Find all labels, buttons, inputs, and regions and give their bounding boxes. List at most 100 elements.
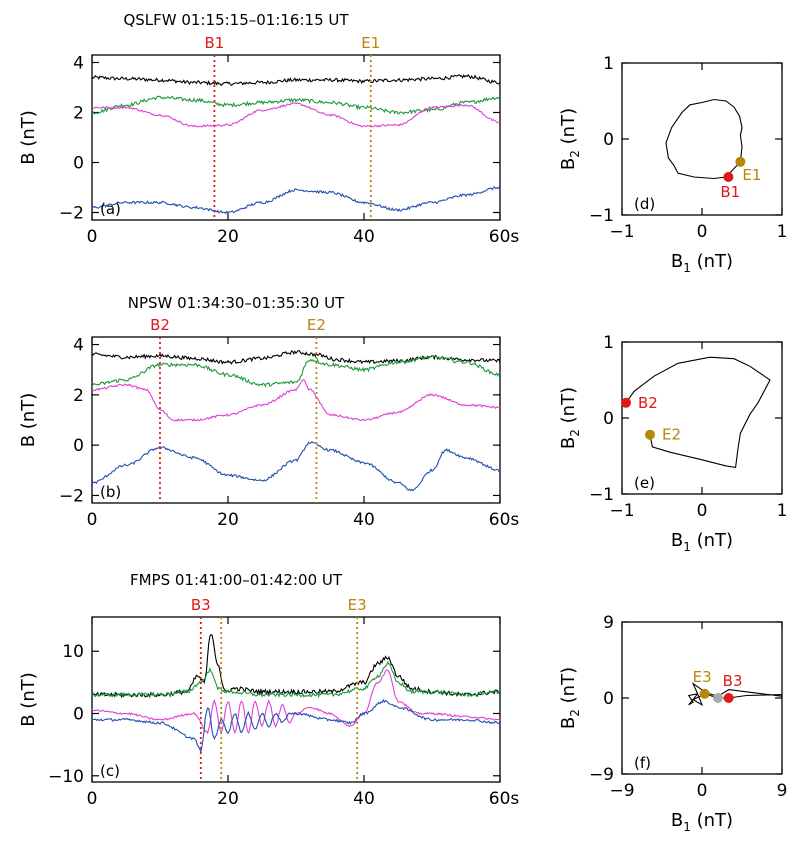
panel-letter: (e) [634,474,655,492]
series-line-blue [92,440,500,492]
hodogram-point-label: E2 [662,426,681,444]
panel-letter: (b) [100,483,121,501]
y-axis-label: B2 (nT) [558,387,582,449]
y-tick-label: −2 [59,486,84,506]
x-tick-label: 0 [87,227,98,247]
y-axis-label: B (nT) [18,110,39,165]
y-tick-label: 9 [603,613,614,633]
y-tick-label: −1 [589,485,614,505]
y-tick-label: 0 [603,130,614,150]
y-tick-label: −2 [59,204,84,224]
x-tick-label: 60s [489,227,520,247]
hodogram-point-label: E1 [742,166,761,184]
hodogram-point-label: B1 [720,183,740,201]
y-axis-label: B (nT) [18,672,39,727]
panel-letter: (d) [634,195,655,213]
hodogram-point-label: B2 [638,394,658,412]
series-line-magenta [92,379,500,422]
x-tick-label: 20 [217,227,239,247]
y-tick-label: −1 [589,206,614,226]
x-tick-label: 0 [697,781,708,801]
hodogram-curve [665,98,743,180]
plot-frame [91,616,501,783]
y-tick-label: −9 [589,765,614,785]
series-line-black [92,634,500,699]
event-marker-label: B1 [204,34,224,52]
y-axis-label: B2 (nT) [558,667,582,729]
x-tick-label: 0 [87,510,98,530]
hodogram-point-e3 [699,688,710,699]
hodogram-point-label: B3 [723,672,743,690]
hodogram-point-b2 [621,397,631,408]
y-tick-label: 0 [603,689,614,709]
series-line-green [92,354,500,388]
x-tick-label: −9 [609,781,634,801]
hodogram-point-e1 [735,156,746,167]
hodogram-curve [625,356,771,469]
plot-frame [91,336,501,504]
x-tick-label: 1 [777,222,788,242]
y-tick-label: 0 [73,154,84,174]
y-tick-label: 0 [73,436,84,456]
series-line-magenta [92,669,500,735]
plot-frame [621,62,783,216]
panel-title: NPSW 01:34:30–01:35:30 UT [128,294,345,312]
event-marker-label: B2 [150,316,170,334]
y-axis-label: B2 (nT) [558,108,582,170]
panel-letter: (a) [100,200,121,218]
x-tick-label: 40 [353,227,375,247]
y-tick-label: 1 [603,333,614,353]
hodogram-point-e2 [645,429,655,440]
plot-frame [621,341,783,495]
panel-title: FMPS 01:41:00–01:42:00 UT [130,571,343,589]
y-tick-label: 0 [73,705,84,725]
x-tick-label: 40 [353,510,375,530]
x-tick-label: 0 [697,222,708,242]
x-tick-label: 60s [489,789,520,809]
series-line-blue [92,698,500,754]
y-tick-label: −10 [48,767,84,787]
x-tick-label: 9 [777,781,788,801]
y-tick-label: 1 [603,54,614,74]
x-tick-label: 20 [217,510,239,530]
x-tick-label: 60s [489,510,520,530]
hodogram-point-b3 [723,693,734,703]
x-tick-label: 0 [87,789,98,809]
x-axis-label: B1 (nT) [671,810,733,834]
series-line-black [92,73,500,87]
y-tick-label: 10 [62,642,84,662]
x-axis-label: B1 (nT) [671,251,733,275]
event-marker-label: E3 [348,596,367,614]
hodogram-curve [687,682,783,707]
panel-f: −9 0 9 −9 0 9 B1 (nT) B2 (nT) B3 E3 (f) [558,613,787,834]
x-tick-label: 40 [353,789,375,809]
hodogram-point [713,693,723,703]
x-tick-label: −1 [609,222,634,242]
panel-title: QSLFW 01:15:15–01:16:15 UT [123,11,349,29]
series-line-blue [92,185,500,215]
hodogram-point-b1 [723,172,734,182]
x-axis-label: B1 (nT) [671,530,733,554]
x-tick-label: 0 [697,501,708,521]
event-marker-label: E2 [307,316,326,334]
y-tick-label: 2 [73,386,84,406]
panel-letter: (f) [634,754,651,772]
hodogram-point-label: E3 [693,668,712,686]
y-tick-label: 4 [73,54,84,74]
x-tick-label: 1 [777,501,788,521]
series-line-green [92,660,500,699]
panel-letter: (c) [100,762,120,780]
y-axis-label: B (nT) [18,393,39,448]
series-line-green [92,95,500,115]
event-marker-label: E1 [361,34,380,52]
x-tick-label: −1 [609,501,634,521]
y-tick-label: 0 [603,409,614,429]
y-tick-label: 4 [73,336,84,356]
y-tick-label: 2 [73,104,84,124]
